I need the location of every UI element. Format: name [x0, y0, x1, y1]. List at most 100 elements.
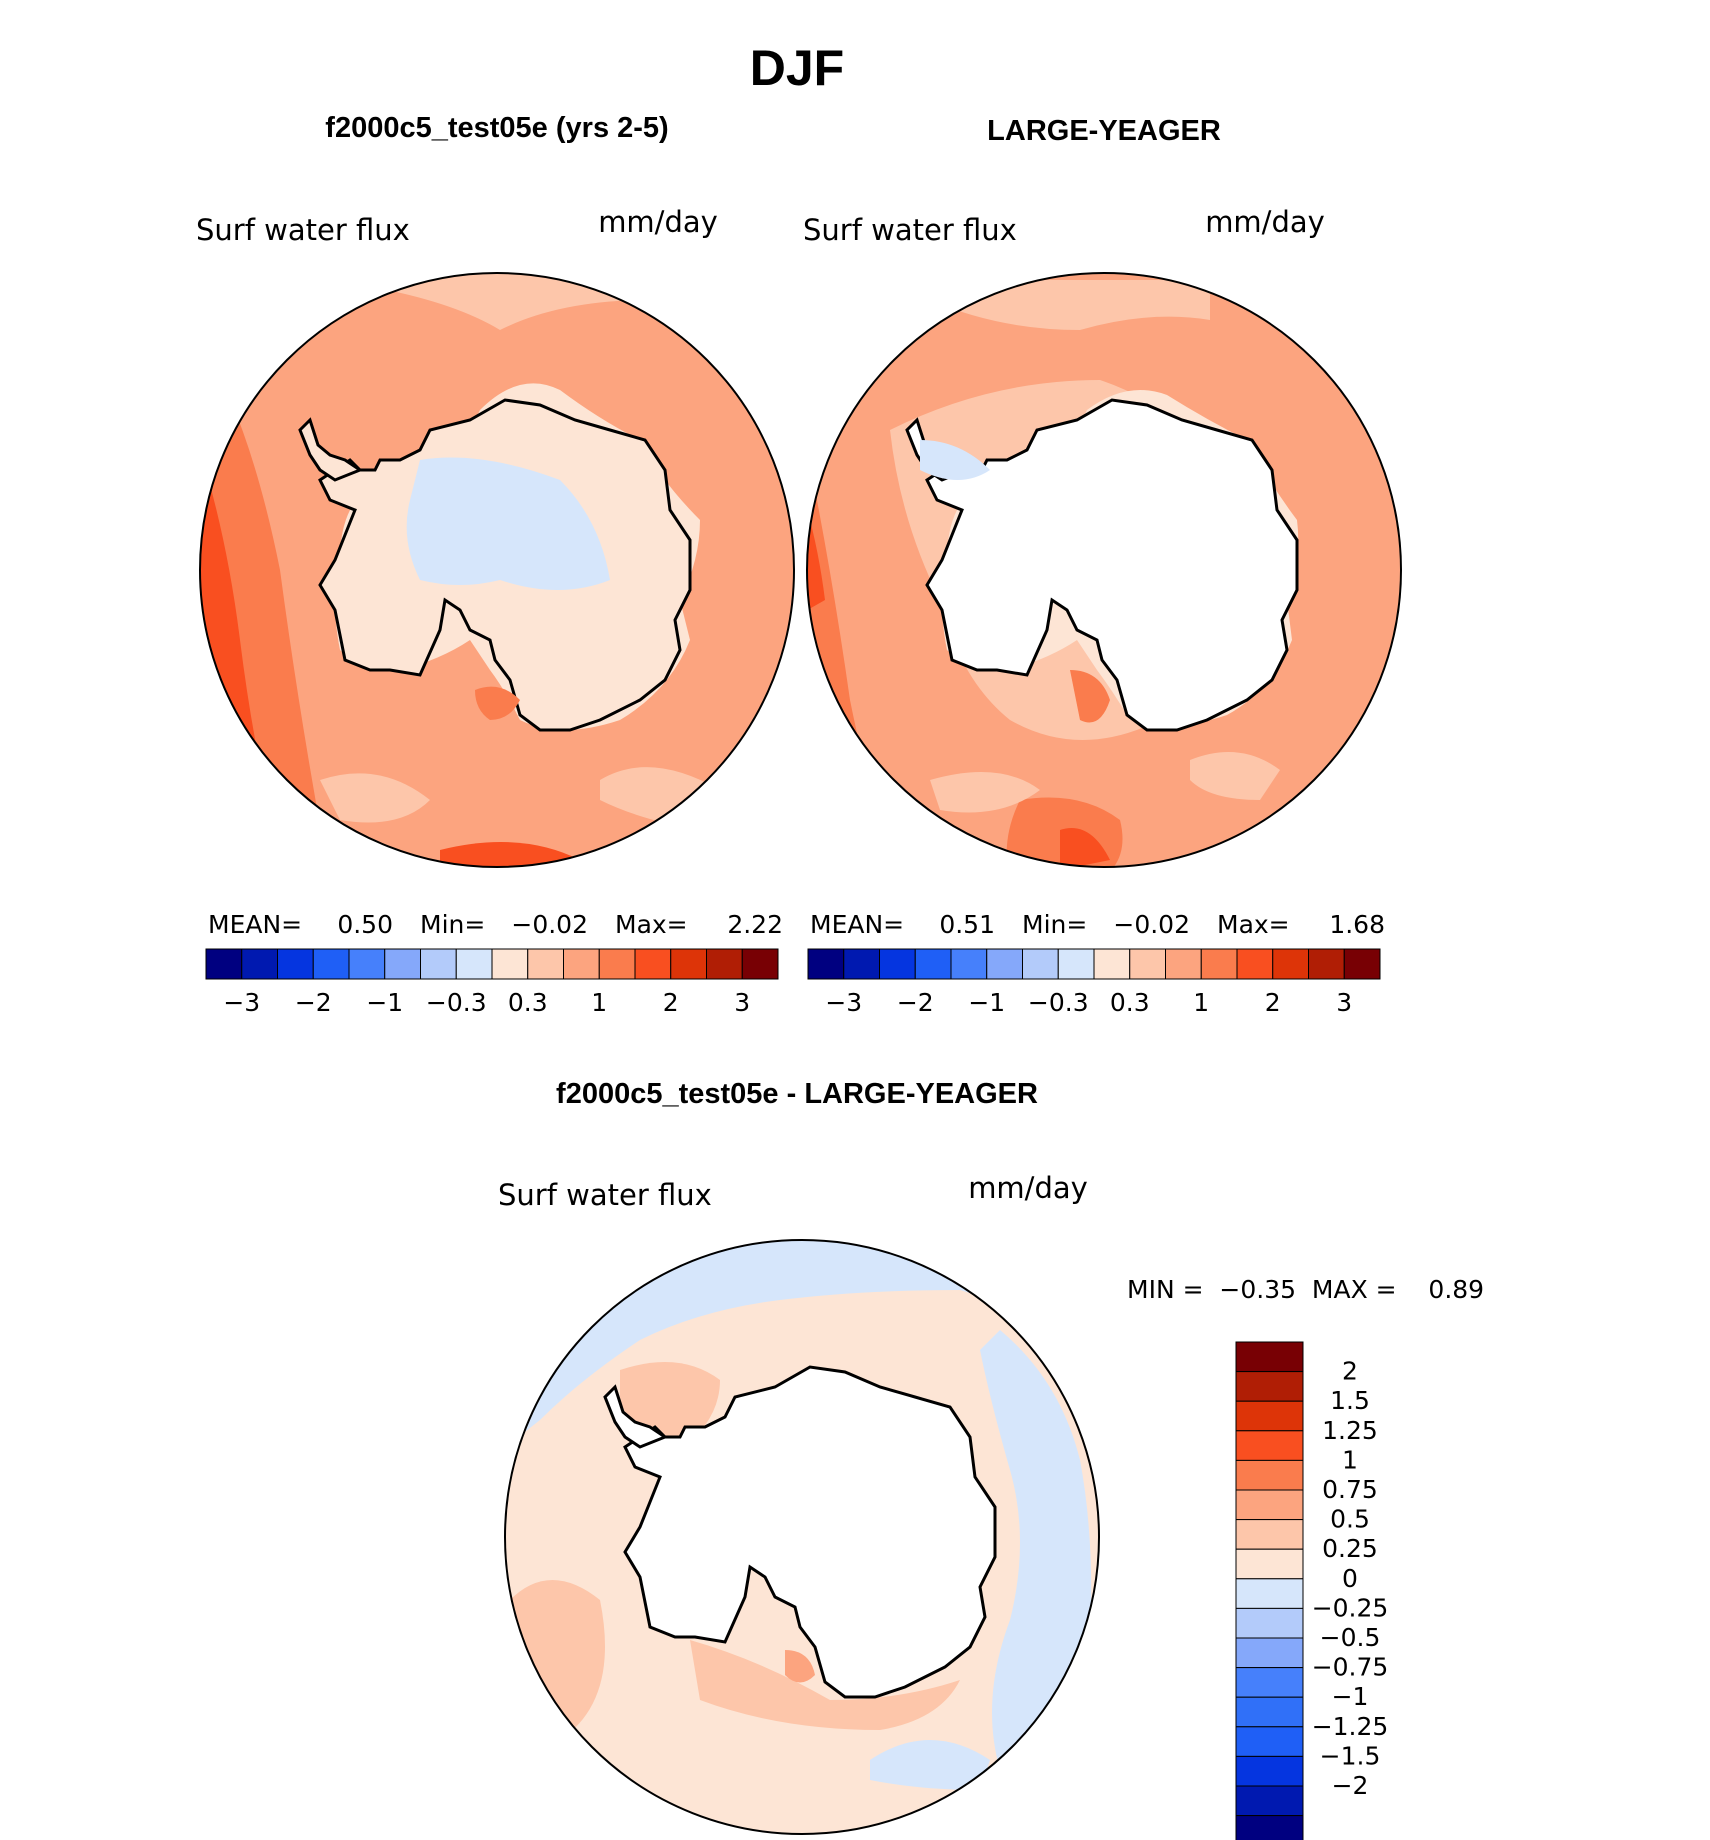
right-colorbar-tick-label: −0.3 [1028, 988, 1089, 1017]
left-map-border [199, 272, 795, 868]
diff-colorbar-tick-label: 0.5 [1330, 1505, 1370, 1534]
left-colorbar-box [420, 948, 457, 980]
left-colorbar-box [491, 948, 529, 980]
right-colorbar [807, 948, 1381, 980]
diff-colorbar-box [1235, 1519, 1304, 1550]
diff-colorbar-tick-label: 1 [1342, 1445, 1358, 1474]
diff-colorbar-tick-label: 2 [1342, 1357, 1358, 1386]
diff-colorbar-tick-label: −0.25 [1312, 1593, 1389, 1622]
left-stats: MEAN= 0.50 Min= −0.02 Max= 2.22 [208, 910, 783, 939]
diff-colorbar-box [1235, 1667, 1304, 1698]
left-max-value: 2.22 [727, 910, 783, 939]
left-colorbar-box [598, 948, 636, 980]
diff-colorbar-box [1235, 1400, 1304, 1432]
diff-colorbar-tick-label: 1.5 [1330, 1386, 1370, 1415]
right-colorbar-box [950, 948, 988, 980]
left-mean-label: MEAN= [208, 910, 302, 939]
right-colorbar-box [1093, 948, 1131, 980]
right-colorbar-tick-label: 3 [1336, 988, 1352, 1017]
left-panel-title: f2000c5_test05e (yrs 2-5) [325, 112, 668, 144]
left-colorbar-box [527, 948, 564, 980]
right-panel-title: LARGE-YEAGER [987, 115, 1221, 147]
left-colorbar-box [563, 948, 600, 980]
diff-colorbar-tick-label: −0.5 [1320, 1623, 1381, 1652]
diff-colorbar-tick-label: −1 [1332, 1682, 1369, 1711]
diff-colorbar-box [1235, 1637, 1304, 1669]
left-colorbar-box [205, 948, 243, 980]
diff-colorbar-box [1235, 1430, 1304, 1461]
left-panel: f2000c5_test05e (yrs 2-5) Surf water flu… [196, 112, 795, 1017]
left-colorbar-tick-label: 0.3 [508, 988, 548, 1017]
right-colorbar-tick-label: 1 [1193, 988, 1209, 1017]
left-colorbar-tick-label: −3 [223, 988, 260, 1017]
diff-colorbar-box [1235, 1607, 1304, 1639]
diff-colorbar-tick-label: −0.75 [1312, 1653, 1389, 1682]
diff-colorbar-tick-label: 1.25 [1322, 1416, 1378, 1445]
right-colorbar-box [843, 948, 880, 980]
diff-colorbar-box [1235, 1341, 1304, 1373]
right-colorbar-tick-label: −2 [897, 988, 934, 1017]
diff-minmax-label: MIN = −0.35 MAX = 0.89 [1127, 1275, 1484, 1304]
diff-colorbar-ticks: 21.51.2510.750.50.250−0.25−0.5−0.75−1−1.… [1312, 1357, 1389, 1800]
right-colorbar-box [1165, 948, 1202, 980]
diff-colorbar-tick-label: −1.5 [1320, 1741, 1381, 1770]
left-colorbar [205, 948, 779, 980]
left-colorbar-box [670, 948, 707, 980]
right-mean-value: 0.51 [939, 910, 995, 939]
right-panel: LARGE-YEAGER Surf water flux mm/day MEAN… [803, 115, 1402, 1017]
right-colorbar-tick-label: 0.3 [1110, 988, 1150, 1017]
right-colorbar-tick-label: −1 [968, 988, 1005, 1017]
left-map [200, 273, 794, 867]
diff-colorbar-box [1235, 1696, 1304, 1728]
right-map [807, 273, 1401, 867]
left-colorbar-ticks: −3 −2 −1 −0.3 0.3 1 2 3 [223, 988, 750, 1017]
right-colorbar-box [1343, 948, 1381, 980]
left-colorbar-box [312, 948, 350, 980]
right-colorbar-tick-label: 2 [1265, 988, 1281, 1017]
diff-colorbar-box [1235, 1489, 1304, 1521]
main-title: DJF [750, 40, 844, 96]
left-variable-label: Surf water flux [196, 213, 410, 247]
right-colorbar-ticks: −3 −2 −1 −0.3 0.3 1 2 3 [825, 988, 1352, 1017]
right-colorbar-tick-label: −3 [825, 988, 862, 1017]
diff-colorbar-box [1235, 1371, 1304, 1402]
right-colorbar-box [1308, 948, 1345, 980]
diff-colorbar-tick-label: 0 [1342, 1564, 1358, 1593]
right-variable-label: Surf water flux [803, 213, 1017, 247]
right-map-border [806, 272, 1402, 868]
right-stats: MEAN= 0.51 Min= −0.02 Max= 1.68 [810, 910, 1385, 939]
left-colorbar-box [348, 948, 386, 980]
left-colorbar-box [384, 948, 421, 980]
right-colorbar-box [1057, 948, 1095, 980]
left-colorbar-tick-label: −0.3 [426, 988, 487, 1017]
right-max-label: Max= [1217, 910, 1290, 939]
left-colorbar-tick-label: −1 [366, 988, 403, 1017]
left-colorbar-tick-label: 2 [663, 988, 679, 1017]
left-colorbar-box [706, 948, 743, 980]
diff-panel: f2000c5_test05e - LARGE-YEAGER Surf wate… [498, 1078, 1484, 1840]
left-colorbar-tick-label: 1 [591, 988, 607, 1017]
right-colorbar-box [914, 948, 952, 980]
diff-colorbar-tick-label: −1.25 [1312, 1712, 1389, 1741]
left-mean-value: 0.50 [337, 910, 393, 939]
diff-colorbar-box [1235, 1548, 1304, 1580]
left-min-value: −0.02 [511, 910, 588, 939]
diff-units-label: mm/day [968, 1171, 1088, 1205]
right-colorbar-box [1129, 948, 1166, 980]
right-colorbar-box [879, 948, 916, 980]
left-max-label: Max= [615, 910, 688, 939]
diff-colorbar [1235, 1341, 1304, 1840]
diff-map [505, 1240, 1099, 1834]
right-units-label: mm/day [1205, 205, 1325, 239]
right-colorbar-box [1236, 948, 1274, 980]
diff-panel-title: f2000c5_test05e - LARGE-YEAGER [556, 1078, 1038, 1110]
left-colorbar-box [241, 948, 278, 980]
right-colorbar-box [1022, 948, 1059, 980]
diff-variable-label: Surf water flux [498, 1178, 712, 1212]
right-colorbar-box [807, 948, 845, 980]
left-colorbar-tick-label: −2 [295, 988, 332, 1017]
right-min-value: −0.02 [1113, 910, 1190, 939]
diff-colorbar-box [1235, 1785, 1304, 1817]
left-colorbar-box [741, 948, 779, 980]
